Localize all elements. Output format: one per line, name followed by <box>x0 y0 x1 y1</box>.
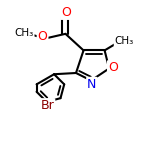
Text: CH₃: CH₃ <box>14 28 34 38</box>
Text: O: O <box>38 30 48 43</box>
Text: O: O <box>61 6 71 19</box>
Text: N: N <box>87 78 97 91</box>
Text: CH₃: CH₃ <box>115 36 134 46</box>
Text: O: O <box>108 61 118 74</box>
Text: Br: Br <box>41 99 54 112</box>
